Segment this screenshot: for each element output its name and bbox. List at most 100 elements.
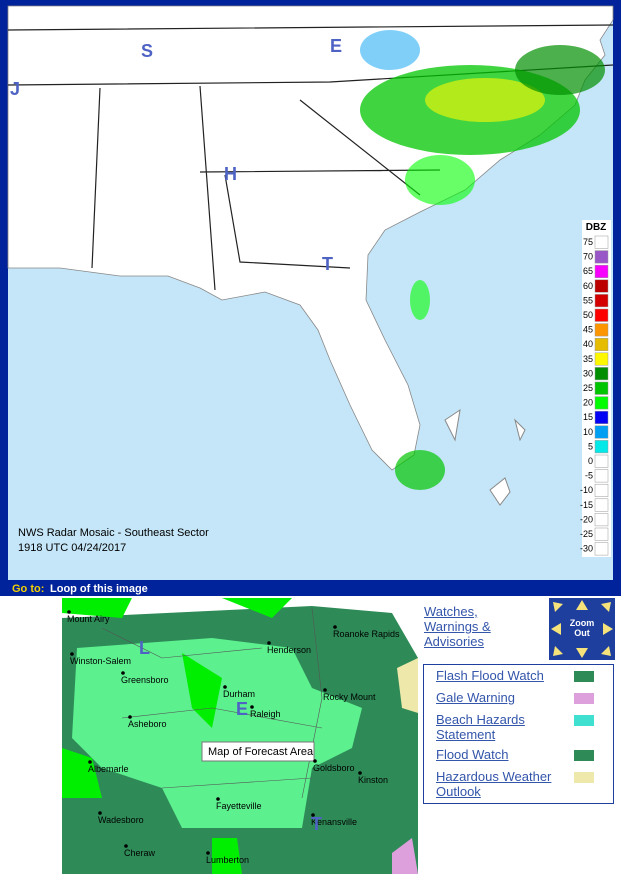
city-label: Henderson (267, 645, 311, 655)
zone-outlook (397, 658, 418, 713)
city-label: Albemarle (88, 764, 129, 774)
dbz-swatch (594, 440, 609, 454)
dbz-swatch (594, 367, 609, 381)
city-label: Durham (223, 689, 255, 699)
dbz-label: 60 (583, 281, 593, 291)
city-dot (121, 671, 125, 675)
dbz-swatch (594, 527, 609, 541)
hazard-link[interactable]: Hazardous Weather Outlook (436, 769, 552, 799)
hazard-swatch (574, 772, 594, 783)
city-dot (67, 610, 71, 614)
dbz-label: 20 (583, 398, 593, 408)
state-lines (7, 24, 614, 291)
hazard-link[interactable]: Flood Watch (436, 747, 509, 762)
zoom-arrows (551, 600, 613, 658)
dbz-label: 75 (583, 237, 593, 247)
dbz-label: 55 (583, 295, 593, 305)
hazard-swatch (574, 671, 594, 682)
dbz-swatch (594, 542, 609, 556)
dbz-swatch (594, 498, 609, 512)
dbz-label: 65 (583, 266, 593, 276)
hazard-link[interactable]: Gale Warning (436, 690, 515, 705)
city-label: Rocky Mount (323, 692, 376, 702)
dbz-label: 0 (588, 456, 593, 466)
city-label: Cheraw (124, 848, 156, 858)
dbz-swatch (594, 396, 609, 410)
dbz-label: 5 (588, 441, 593, 451)
city-dot (323, 688, 327, 692)
map-marker: E (236, 699, 248, 719)
city-dot (333, 625, 337, 629)
city-label: Winston-Salem (70, 656, 131, 666)
dbz-label: -30 (580, 544, 593, 554)
city-dot (358, 771, 362, 775)
city-label: Roanoke Rapids (333, 629, 400, 639)
city-dot (223, 685, 227, 689)
city-dot (128, 715, 132, 719)
dbz-label: 10 (583, 427, 593, 437)
city-label: Asheboro (128, 719, 167, 729)
dbz-label: 40 (583, 339, 593, 349)
zone-gale (392, 838, 418, 874)
map-marker: L (139, 638, 150, 658)
dbz-label: 35 (583, 354, 593, 364)
dbz-label: -20 (580, 514, 593, 524)
city-label: Fayetteville (216, 801, 262, 811)
timestamp: 1918 UTC 04/24/2017 (18, 542, 126, 554)
dbz-swatch (594, 352, 609, 366)
map-marker: T (322, 254, 333, 274)
dbz-label: 50 (583, 310, 593, 320)
dbz-swatch (594, 381, 609, 395)
dbz-swatch (594, 264, 609, 278)
map-marker: J (10, 79, 20, 99)
hazard-link[interactable]: Beach Hazards Statement (436, 712, 525, 742)
city-dot (250, 705, 254, 709)
county-lines (101, 607, 323, 799)
dbz-label: -25 (580, 529, 593, 539)
dbz-label: 70 (583, 252, 593, 262)
hazard-legend: Flash Flood Watch Gale Warning Beach Hazar… (423, 664, 614, 804)
radar-image: NWS Radar Mosaic - Southeast Sector 1918… (0, 0, 621, 596)
map-marker: H (224, 164, 237, 184)
map-marker: T (311, 814, 322, 834)
forecast-map[interactable]: Map of Forecast Area Mount Airy Winston-S… (62, 598, 418, 874)
dbz-swatch (594, 279, 609, 293)
dbz-label: 30 (583, 368, 593, 378)
city-label: Mount Airy (67, 614, 110, 624)
city-label: Greensboro (121, 675, 169, 685)
dbz-swatch (594, 483, 609, 497)
map-marker: S (141, 41, 153, 61)
tooltip-text: Map of Forecast Area (208, 746, 314, 758)
zoom-control[interactable]: Zoom Out (549, 598, 615, 660)
dbz-label: 25 (583, 383, 593, 393)
nav-prefix: Go to: (12, 583, 44, 595)
dbz-swatch (594, 294, 609, 308)
dbz-swatch (594, 235, 609, 249)
dbz-label: -5 (585, 471, 593, 481)
caption: NWS Radar Mosaic - Southeast Sector (18, 527, 209, 539)
nav-link[interactable]: Loop of this image (50, 583, 148, 595)
watches-link[interactable]: Watches, Warnings & Advisories (424, 604, 491, 649)
city-dot (313, 759, 317, 763)
hazard-swatch (574, 750, 594, 761)
city-label: Kenansville (311, 817, 357, 827)
dbz-label: 15 (583, 412, 593, 422)
dbz-label: -10 (580, 485, 593, 495)
city-label: Kinston (358, 775, 388, 785)
hazard-swatch (574, 715, 594, 726)
city-dot (88, 760, 92, 764)
city-dot (124, 844, 128, 848)
dbz-swatch (594, 337, 609, 351)
city-label: Raleigh (250, 709, 281, 719)
dbz-swatch (594, 469, 609, 483)
dbz-label: -15 (580, 500, 593, 510)
dbz-swatch (594, 323, 609, 337)
dbz-swatch (594, 410, 609, 424)
zoom-label[interactable]: Zoom Out (569, 618, 595, 638)
hazard-swatch (574, 693, 594, 704)
hazard-link[interactable]: Flash Flood Watch (436, 668, 544, 683)
city-label: Goldsboro (313, 763, 355, 773)
city-dot (70, 652, 74, 656)
dbz-swatch (594, 425, 609, 439)
